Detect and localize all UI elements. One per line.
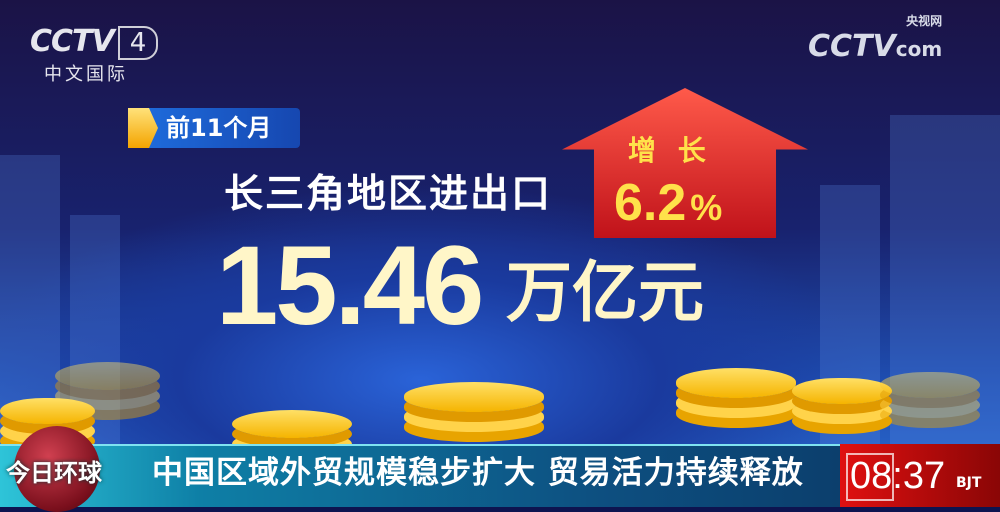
coin-stack: [880, 372, 980, 398]
coin-stack: [0, 398, 95, 424]
bg-bar: [820, 185, 880, 445]
coin-stack: [676, 368, 796, 398]
bg-bar: [0, 155, 60, 445]
chevron-icon: [128, 108, 158, 148]
growth-number: 6.2: [614, 174, 687, 232]
amount-unit: 万亿元: [506, 254, 704, 331]
logo-brand: CCTV: [30, 24, 115, 59]
growth-label: 增 长: [628, 134, 712, 167]
amount-value: 15.46: [216, 223, 484, 348]
clock-time: 08:37: [850, 455, 946, 497]
news-ticker: [0, 444, 1000, 507]
program-name: 今日环球: [6, 459, 102, 487]
clock: 08:37 BJT: [840, 444, 1000, 507]
headline: 中国区域外贸规模稳步扩大 贸易活力持续释放: [152, 455, 804, 491]
coin-stack: [404, 382, 544, 412]
watermark-brand: CCTV: [808, 29, 896, 64]
globe-icon: [14, 426, 100, 512]
bg-bar: [890, 115, 1000, 445]
period-badge: 前11个月: [128, 108, 300, 148]
growth-unit: %: [690, 187, 723, 228]
logo-channel: 4: [117, 26, 159, 60]
coin-stack: [55, 362, 160, 390]
watermark-cn: 央视网: [906, 14, 943, 28]
badge-label: 前11个月: [166, 114, 272, 142]
coin-stack: [232, 410, 352, 438]
logo-subtitle: 中文国际: [44, 64, 128, 85]
growth-value: 6.2%: [614, 174, 722, 237]
channel-logo: CCTV 4 中文国际: [30, 24, 159, 86]
clock-frame: [846, 453, 894, 501]
subject-title: 长三角地区进出口: [224, 172, 553, 217]
watermark-site: com: [895, 37, 943, 61]
cctv-com-watermark: 央视网 CCTVcom: [808, 14, 943, 66]
coin-stack: [792, 378, 892, 404]
clock-zone: BJT: [956, 475, 982, 491]
